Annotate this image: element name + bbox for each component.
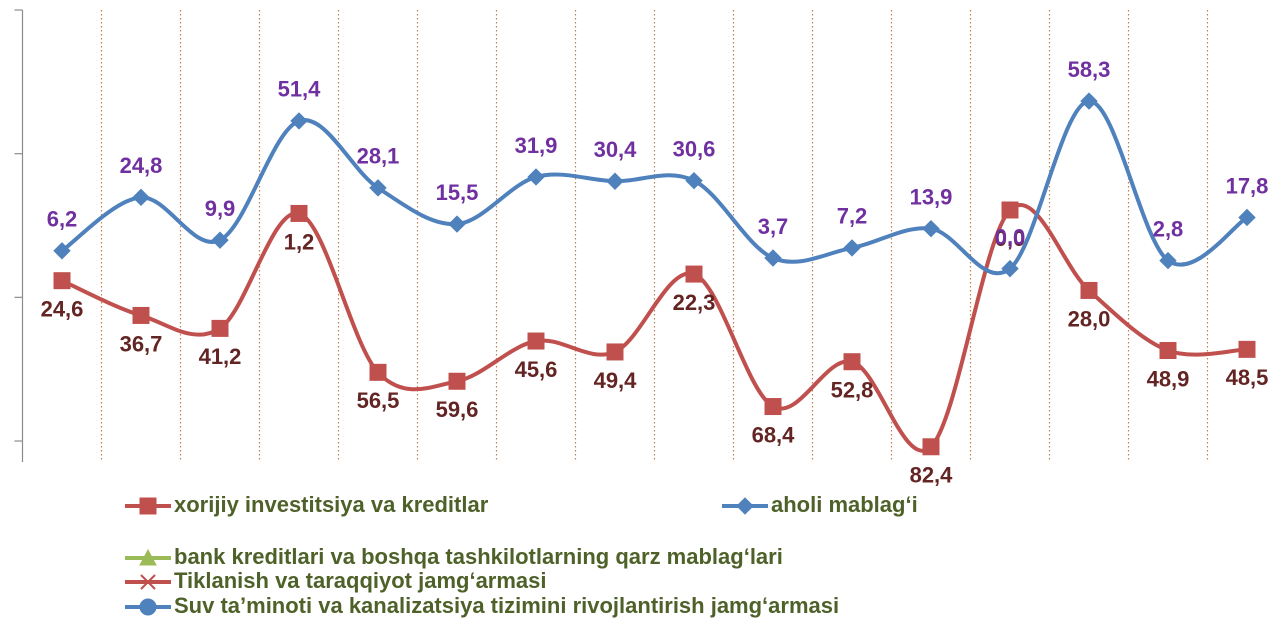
- data-label: 24,6: [41, 296, 84, 321]
- data-label: 9,9: [205, 196, 236, 221]
- data-label: 22,3: [673, 290, 716, 315]
- legend-label: Suv ta’minoti va kanalizatsiya tizimini …: [174, 593, 839, 618]
- marker: [527, 332, 545, 350]
- marker: [922, 438, 940, 456]
- marker: [922, 219, 940, 238]
- marker: [736, 497, 754, 515]
- data-label: 56,5: [357, 388, 400, 413]
- legend-entry: Suv ta’minoti va kanalizatsiya tizimini …: [125, 593, 839, 618]
- marker: [132, 306, 150, 324]
- marker: [53, 272, 71, 290]
- legend-entry: bank kreditlari va boshqa tashkilotlarni…: [125, 544, 783, 569]
- data-label: 15,5: [436, 180, 479, 205]
- data-label: 82,4: [910, 463, 954, 488]
- data-label: 49,4: [594, 368, 638, 393]
- marker: [685, 265, 703, 283]
- data-label: 24,8: [120, 153, 163, 178]
- data-label: 41,2: [199, 344, 242, 369]
- data-label: 0,0: [995, 224, 1026, 249]
- marker: [448, 372, 466, 390]
- data-label: 58,3: [1068, 57, 1111, 82]
- data-label: 28,1: [357, 144, 400, 169]
- data-label: 2,8: [1153, 216, 1184, 241]
- marker: [290, 204, 308, 222]
- marker: [139, 598, 157, 616]
- marker: [1001, 259, 1019, 278]
- marker: [606, 343, 624, 361]
- data-label: 7,2: [837, 204, 868, 229]
- data-label: 6,2: [47, 207, 78, 232]
- data-label: 28,0: [1068, 306, 1111, 331]
- data-label: 3,7: [758, 214, 789, 239]
- marker: [139, 548, 157, 566]
- data-label: 30,6: [673, 136, 716, 161]
- legend-entry: xorijiy investitsiya va kreditlar: [125, 492, 489, 517]
- data-label: 59,6: [436, 397, 479, 422]
- data-label: 48,5: [1226, 365, 1269, 390]
- legend-label: xorijiy investitsiya va kreditlar: [174, 492, 489, 517]
- marker: [369, 179, 387, 197]
- data-label: 17,8: [1226, 173, 1269, 198]
- series-line: [60, 99, 1249, 276]
- data-label: 45,6: [515, 357, 558, 382]
- data-label: 68,4: [752, 422, 796, 447]
- marker: [1159, 251, 1177, 270]
- marker: [1080, 92, 1098, 110]
- marker: [764, 398, 782, 416]
- data-label: 0,0: [995, 226, 1026, 251]
- data-label: 30,4: [594, 137, 638, 162]
- marker: [764, 249, 782, 267]
- marker: [527, 168, 545, 186]
- marker: [843, 353, 861, 371]
- legend-entry: aholi mablag‘i: [722, 492, 918, 517]
- legend-label: Tiklanish va taraqqiyot jamg‘armasi: [174, 568, 547, 593]
- marker: [140, 574, 156, 590]
- marker: [369, 363, 387, 381]
- marker: [1238, 340, 1256, 358]
- marker: [1080, 281, 1098, 299]
- data-label: 1,2: [284, 229, 315, 254]
- data-label: 51,4: [278, 77, 322, 102]
- marker: [211, 231, 229, 249]
- legend-label: bank kreditlari va boshqa tashkilotlarni…: [174, 544, 783, 569]
- marker: [1238, 208, 1256, 227]
- marker: [843, 239, 861, 257]
- marker: [211, 319, 229, 337]
- marker: [139, 497, 157, 515]
- marker: [685, 171, 703, 190]
- data-label: 13,9: [910, 184, 953, 209]
- data-label: 36,7: [120, 331, 163, 356]
- marker: [132, 188, 150, 207]
- data-label: 48,9: [1147, 366, 1190, 391]
- legend-entry: Tiklanish va taraqqiyot jamg‘armasi: [125, 568, 547, 593]
- marker: [448, 215, 466, 233]
- marker: [290, 112, 308, 130]
- marker: [53, 242, 71, 260]
- marker: [1159, 342, 1177, 360]
- data-label: 52,8: [831, 378, 874, 403]
- legend-label: aholi mablag‘i: [771, 492, 918, 517]
- marker: [1001, 201, 1019, 219]
- data-label: 31,9: [515, 133, 558, 158]
- marker: [606, 172, 624, 190]
